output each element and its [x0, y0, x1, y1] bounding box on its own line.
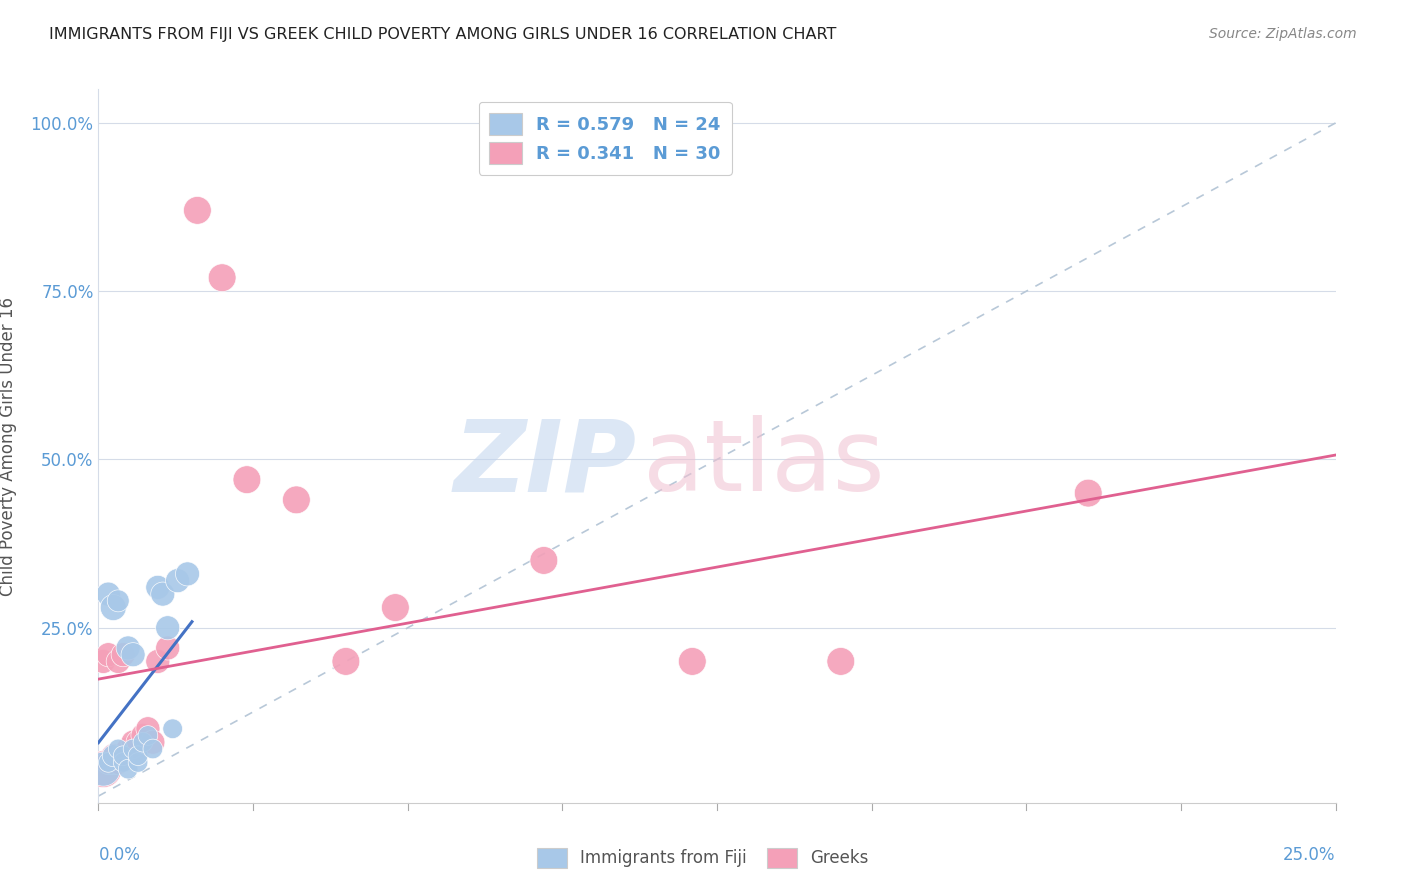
Point [97, 756, 120, 770]
Point [136, 722, 159, 736]
Point [117, 640, 139, 655]
Point [127, 756, 149, 770]
Point [107, 655, 129, 669]
Point [103, 756, 125, 770]
Point [156, 621, 179, 635]
Point [156, 640, 179, 655]
Text: ZIP: ZIP [454, 416, 637, 512]
Text: 25.0%: 25.0% [1284, 846, 1336, 863]
Point [112, 748, 135, 763]
Point [97, 756, 120, 770]
Point [117, 742, 139, 756]
Y-axis label: Child Poverty Among Girls Under 16: Child Poverty Among Girls Under 16 [0, 296, 17, 596]
Point [166, 574, 188, 588]
Point [107, 594, 129, 608]
Point [136, 729, 159, 743]
Point [103, 748, 125, 763]
Point [176, 566, 198, 581]
Legend: Immigrants from Fiji, Greeks: Immigrants from Fiji, Greeks [530, 841, 876, 875]
Point [186, 203, 208, 218]
Point [132, 735, 155, 749]
Text: 0.0%: 0.0% [98, 846, 141, 863]
Point [103, 748, 125, 763]
Point [146, 580, 169, 594]
Point [107, 742, 129, 756]
Point [285, 492, 308, 507]
Point [112, 756, 135, 770]
Point [97, 587, 120, 601]
Point [335, 655, 357, 669]
Text: atlas: atlas [643, 416, 884, 512]
Point [103, 600, 125, 615]
Point [97, 648, 120, 662]
Point [162, 722, 184, 736]
Point [152, 587, 174, 601]
Point [93, 762, 115, 776]
Point [122, 742, 145, 756]
Legend: R = 0.579   N = 24, R = 0.341   N = 30: R = 0.579 N = 24, R = 0.341 N = 30 [478, 102, 731, 175]
Text: IMMIGRANTS FROM FIJI VS GREEK CHILD POVERTY AMONG GIRLS UNDER 16 CORRELATION CHA: IMMIGRANTS FROM FIJI VS GREEK CHILD POVE… [49, 27, 837, 42]
Point [681, 655, 703, 669]
Point [127, 735, 149, 749]
Point [236, 473, 259, 487]
Point [211, 270, 233, 285]
Point [93, 762, 115, 776]
Point [122, 735, 145, 749]
Point [1077, 486, 1099, 500]
Point [127, 742, 149, 756]
Point [93, 655, 115, 669]
Point [142, 742, 165, 756]
Point [112, 748, 135, 763]
Text: Source: ZipAtlas.com: Source: ZipAtlas.com [1209, 27, 1357, 41]
Point [384, 600, 406, 615]
Point [146, 655, 169, 669]
Point [122, 742, 145, 756]
Point [107, 756, 129, 770]
Point [117, 762, 139, 776]
Point [127, 748, 149, 763]
Point [132, 729, 155, 743]
Point [142, 735, 165, 749]
Point [112, 648, 135, 662]
Point [830, 655, 852, 669]
Point [533, 553, 555, 567]
Point [122, 648, 145, 662]
